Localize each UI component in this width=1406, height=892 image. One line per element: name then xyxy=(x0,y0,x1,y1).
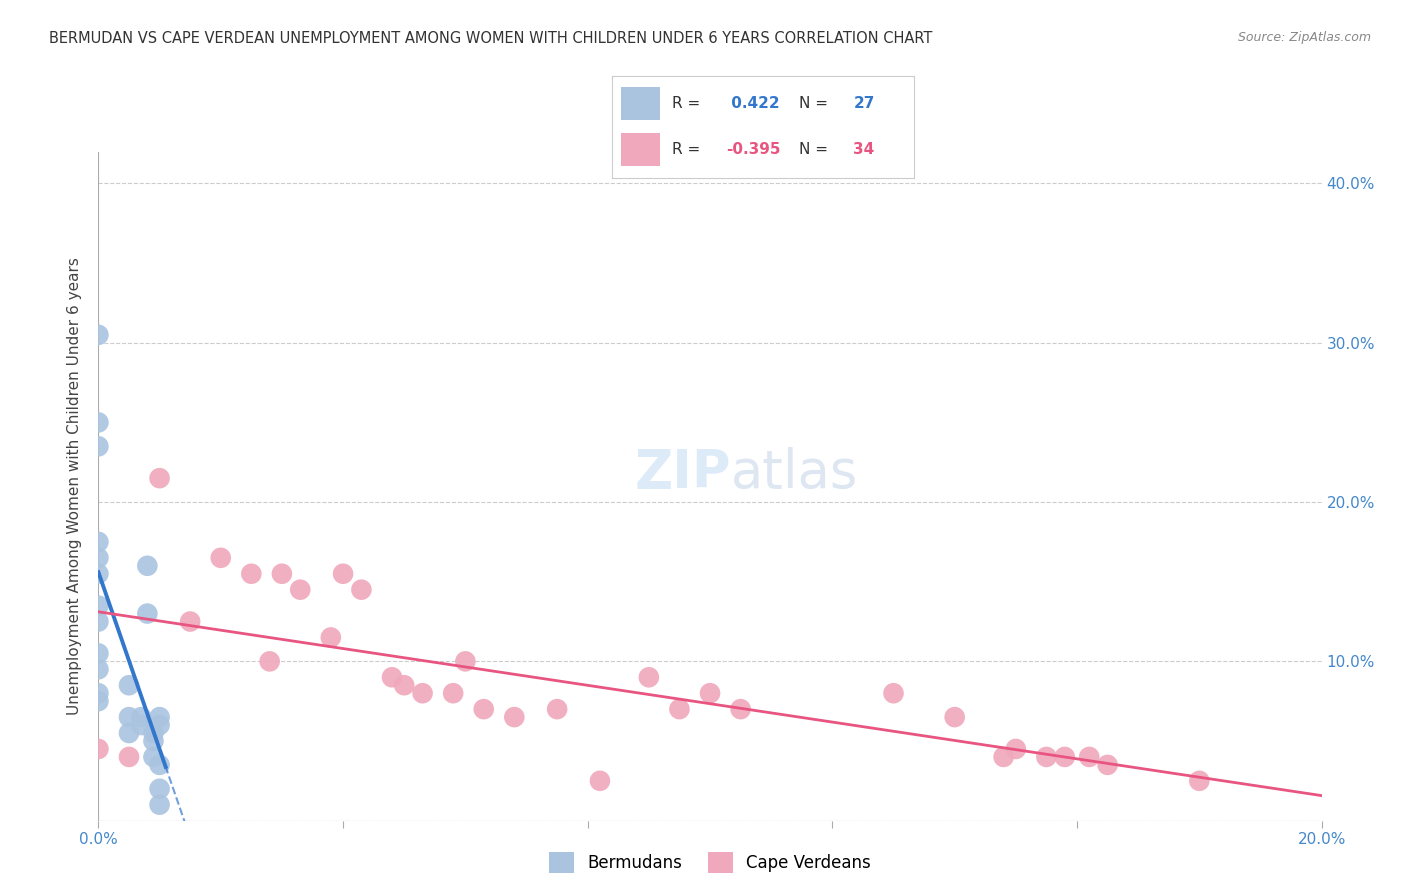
Point xyxy=(118,726,141,740)
Point xyxy=(129,710,152,724)
Point xyxy=(1035,750,1057,764)
Point xyxy=(240,566,263,581)
Point xyxy=(259,654,281,668)
Point xyxy=(118,678,141,692)
Point xyxy=(503,710,526,724)
Point xyxy=(412,686,434,700)
Point xyxy=(87,327,110,342)
Point xyxy=(943,710,966,724)
Point xyxy=(87,550,110,565)
Text: N =: N = xyxy=(799,96,828,111)
Text: 27: 27 xyxy=(853,96,875,111)
Point xyxy=(637,670,661,684)
Point xyxy=(319,631,342,645)
Point xyxy=(118,710,141,724)
Point xyxy=(441,686,464,700)
Point xyxy=(87,694,110,708)
Point xyxy=(472,702,495,716)
FancyBboxPatch shape xyxy=(620,87,659,120)
Point xyxy=(87,615,110,629)
Text: -0.395: -0.395 xyxy=(727,142,780,157)
Point xyxy=(1053,750,1076,764)
Point xyxy=(149,710,172,724)
Point xyxy=(87,534,110,549)
Point xyxy=(87,662,110,676)
Point xyxy=(136,558,159,573)
Point xyxy=(87,646,110,660)
FancyBboxPatch shape xyxy=(620,133,659,166)
Point xyxy=(332,566,354,581)
Point xyxy=(149,781,172,796)
Text: ZIP: ZIP xyxy=(634,447,731,499)
Text: 0.422: 0.422 xyxy=(727,96,780,111)
Point xyxy=(149,471,172,485)
Point xyxy=(1004,742,1026,756)
Text: atlas: atlas xyxy=(731,447,859,499)
Point xyxy=(87,742,110,756)
Point xyxy=(149,797,172,812)
Point xyxy=(87,599,110,613)
Point xyxy=(883,686,905,700)
Text: R =: R = xyxy=(672,142,700,157)
Point xyxy=(129,718,152,732)
Point xyxy=(136,607,159,621)
Point xyxy=(270,566,292,581)
Point xyxy=(149,757,172,772)
Point xyxy=(454,654,477,668)
Point xyxy=(142,750,165,764)
Point xyxy=(149,718,172,732)
Point xyxy=(1078,750,1101,764)
Point xyxy=(87,686,110,700)
Text: Source: ZipAtlas.com: Source: ZipAtlas.com xyxy=(1237,31,1371,45)
Point xyxy=(993,750,1015,764)
Point xyxy=(87,566,110,581)
Point xyxy=(699,686,721,700)
Point xyxy=(589,773,612,788)
Point xyxy=(392,678,416,692)
Point xyxy=(118,750,141,764)
Text: 34: 34 xyxy=(853,142,875,157)
Point xyxy=(290,582,312,597)
Y-axis label: Unemployment Among Women with Children Under 6 years: Unemployment Among Women with Children U… xyxy=(67,257,83,715)
Point xyxy=(179,615,201,629)
Point xyxy=(381,670,404,684)
Text: BERMUDAN VS CAPE VERDEAN UNEMPLOYMENT AMONG WOMEN WITH CHILDREN UNDER 6 YEARS CO: BERMUDAN VS CAPE VERDEAN UNEMPLOYMENT AM… xyxy=(49,31,932,46)
Text: R =: R = xyxy=(672,96,700,111)
Text: N =: N = xyxy=(799,142,828,157)
Point xyxy=(546,702,568,716)
Point xyxy=(87,439,110,453)
Point xyxy=(1097,757,1119,772)
Point xyxy=(1188,773,1211,788)
Legend: Bermudans, Cape Verdeans: Bermudans, Cape Verdeans xyxy=(543,846,877,880)
Point xyxy=(730,702,752,716)
Point xyxy=(668,702,690,716)
Point xyxy=(142,734,165,748)
Point xyxy=(142,726,165,740)
Point xyxy=(350,582,373,597)
Point xyxy=(209,550,232,565)
Point xyxy=(87,416,110,430)
